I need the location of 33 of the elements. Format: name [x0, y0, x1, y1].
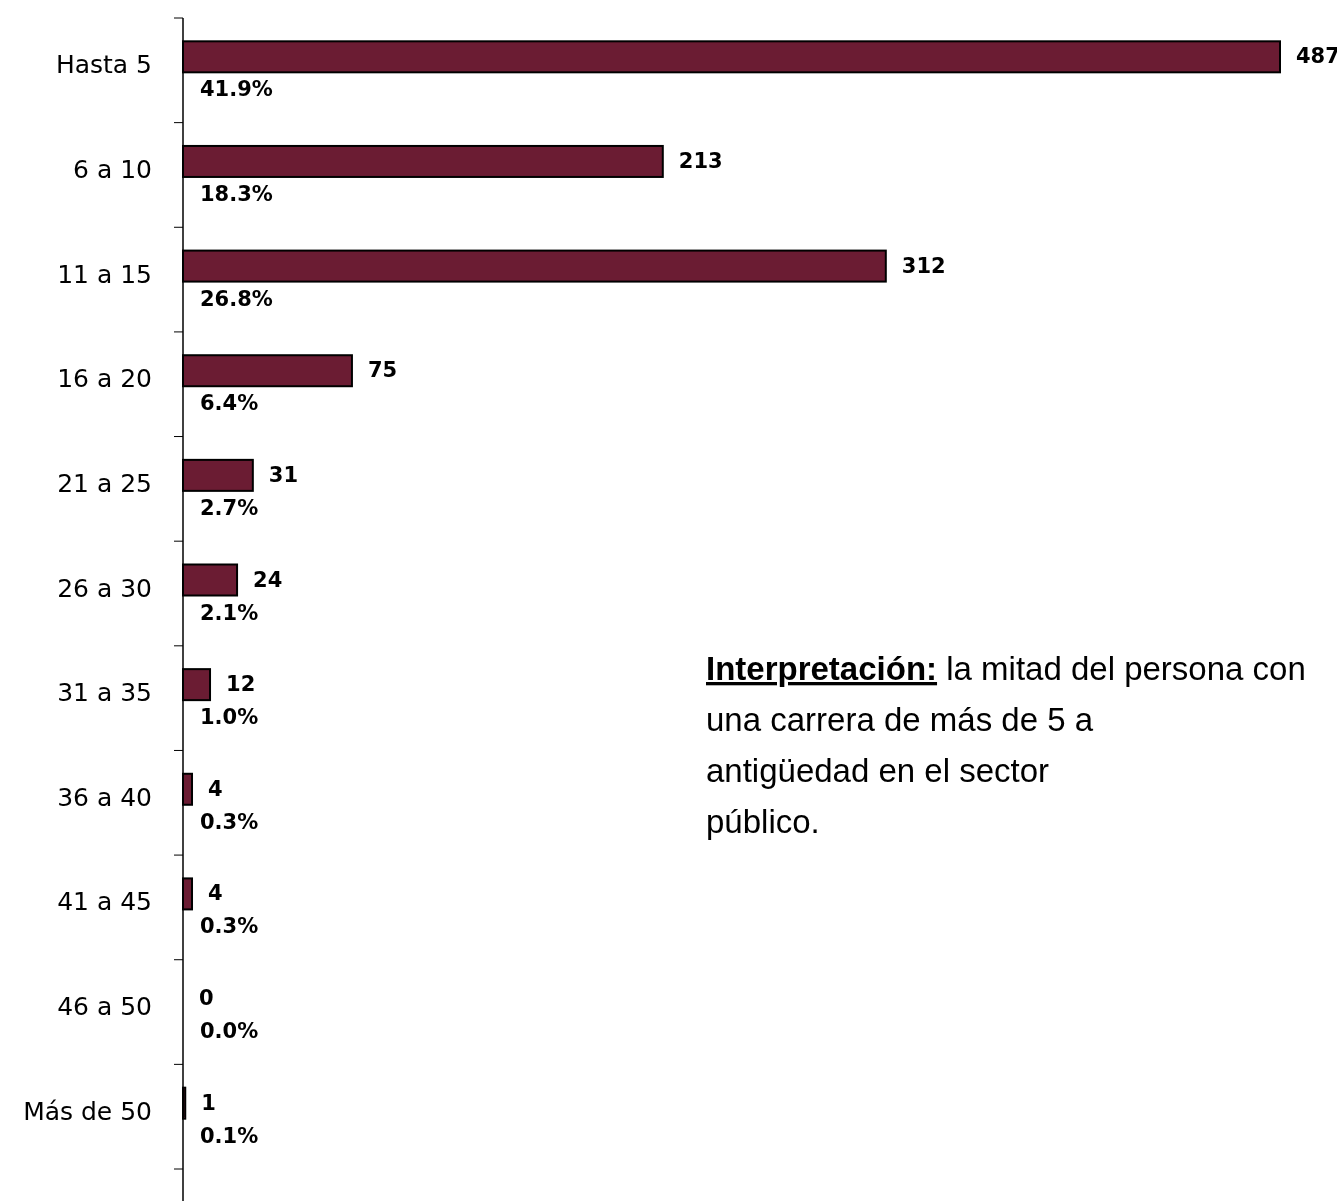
annotation: 6.4% — [200, 391, 259, 416]
annotation: 0.1% — [200, 1123, 259, 1148]
y-tick-label: 26 a 30 — [57, 573, 152, 603]
data-label: 4 — [208, 881, 223, 906]
data-label: 12 — [226, 672, 256, 697]
data-label: 0 — [199, 986, 214, 1011]
data-label: 213 — [678, 148, 723, 173]
y-tick-label: Hasta 5 — [55, 50, 152, 80]
y-tick-label: 46 a 50 — [57, 992, 152, 1022]
y-tick-label: 36 a 40 — [57, 782, 152, 812]
data-label: 75 — [367, 358, 398, 383]
data-label: 4 — [208, 776, 223, 801]
annotation: 0.3% — [200, 914, 259, 939]
y-tick-label: 31 a 35 — [57, 678, 152, 708]
data-label: 1 — [201, 1090, 216, 1115]
y-tick-label: 6 a 10 — [73, 154, 152, 184]
annotation: Interpretación: la mitad del persona con una carrera de más de 5 a antigüedad en el sector público. — [706, 650, 1306, 840]
annotation: 2.1% — [200, 600, 259, 625]
annotation: 26.8% — [200, 286, 273, 311]
data-label: 312 — [901, 253, 946, 278]
data-label: 24 — [253, 567, 283, 592]
y-tick-label: 16 a 20 — [57, 364, 152, 394]
y-tick-label: 41 a 45 — [57, 887, 152, 917]
annotation: 2.7% — [200, 495, 259, 520]
annotation: 41.9% — [200, 77, 273, 102]
annotation: 1.0% — [200, 705, 259, 730]
annotation: 18.3% — [200, 181, 273, 206]
y-tick-label: 21 a 25 — [57, 468, 152, 498]
y-tick-label: Más de 50 — [23, 1096, 152, 1126]
annotation: 0.3% — [200, 809, 259, 834]
annotation: 0.0% — [200, 1019, 259, 1044]
y-tick-label: 11 a 15 — [57, 259, 152, 289]
data-label: 31 — [268, 462, 299, 487]
